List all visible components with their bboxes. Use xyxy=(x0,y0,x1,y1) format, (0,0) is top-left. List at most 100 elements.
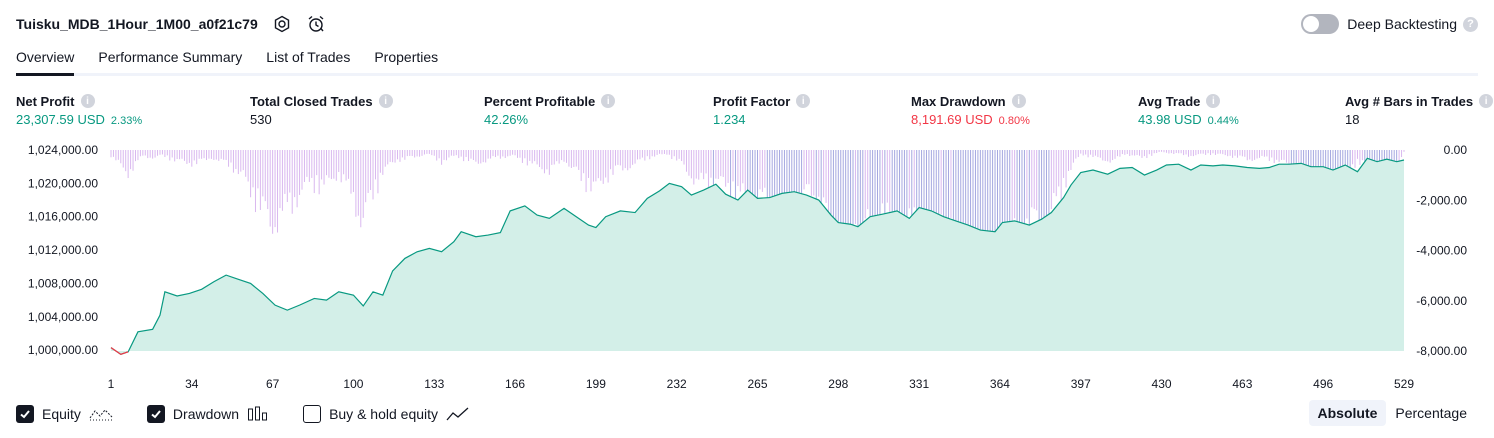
percentage-button[interactable]: Percentage xyxy=(1395,405,1467,421)
drawdown-bar xyxy=(884,150,886,224)
drawdown-bar xyxy=(110,150,112,158)
drawdown-bar xyxy=(411,150,413,156)
drawdown-bar xyxy=(796,150,798,207)
drawdown-bar xyxy=(171,150,173,158)
info-icon[interactable]: i xyxy=(80,94,95,108)
drawdown-bar xyxy=(450,150,452,156)
drawdown-bar xyxy=(1026,150,1028,219)
stat-percent: 2.33% xyxy=(110,115,143,127)
settings-gear-icon[interactable] xyxy=(272,14,292,34)
drawdown-bar xyxy=(996,150,998,286)
drawdown-bar xyxy=(747,150,749,197)
info-icon[interactable]: i xyxy=(796,94,811,108)
drawdown-bar xyxy=(568,150,570,167)
drawdown-bar xyxy=(281,150,283,211)
drawdown-bar xyxy=(546,150,548,170)
drawdown-bar xyxy=(1082,150,1084,156)
drawdown-bar xyxy=(820,150,822,217)
alarm-clock-icon[interactable] xyxy=(306,14,326,34)
drawdown-bar xyxy=(676,150,678,161)
tab-list-of-trades[interactable]: List of Trades xyxy=(266,49,351,65)
drawdown-bar xyxy=(394,150,396,163)
drawdown-bar xyxy=(1283,150,1285,160)
drawdown-bar xyxy=(1197,150,1199,155)
deep-backtesting-toggle[interactable] xyxy=(1301,14,1340,34)
equity-drawdown-chart[interactable]: 1,024,000.00 1,020,000.00 1,016,000.00 1,01… xyxy=(0,138,1494,398)
drawdown-bar xyxy=(881,150,883,204)
legend-equity[interactable]: Equity xyxy=(16,405,113,423)
drawdown-bar xyxy=(379,150,381,173)
drawdown-bar xyxy=(404,150,406,160)
drawdown-bar xyxy=(1232,150,1234,158)
drawdown-bar xyxy=(651,150,653,157)
info-icon[interactable]: i xyxy=(1011,94,1026,108)
x-axis-tick-label: 34 xyxy=(185,377,199,391)
deep-backtesting-label: Deep Backtesting xyxy=(1347,16,1457,32)
drawdown-bar xyxy=(218,150,220,161)
info-icon[interactable]: i xyxy=(378,94,393,108)
info-icon[interactable]: i xyxy=(1206,94,1221,108)
stat-label: Max Drawdown xyxy=(911,93,1006,109)
stat-label: Profit Factor xyxy=(713,93,791,109)
drawdown-bar xyxy=(183,150,185,161)
drawdown-bar xyxy=(301,150,303,190)
help-icon[interactable]: ? xyxy=(1463,16,1478,32)
info-icon[interactable]: i xyxy=(1479,94,1494,108)
drawdown-bar xyxy=(666,150,668,155)
drawdown-bar xyxy=(1273,150,1275,164)
drawdown-bar xyxy=(274,150,276,228)
drawdown-bar xyxy=(673,150,675,157)
drawdown-bar xyxy=(242,150,244,171)
drawdown-bar xyxy=(644,150,646,161)
drawdown-bar xyxy=(801,150,803,198)
absolute-button[interactable]: Absolute xyxy=(1308,400,1387,426)
drawdown-bar xyxy=(1354,150,1356,168)
info-icon[interactable]: i xyxy=(601,94,616,108)
checkbox-checked-icon[interactable] xyxy=(146,405,165,423)
drawdown-bar xyxy=(955,150,957,247)
tab-properties[interactable]: Properties xyxy=(374,49,439,65)
checkbox-checked-icon[interactable] xyxy=(16,405,34,423)
drawdown-bar xyxy=(286,150,288,203)
drawdown-bar xyxy=(152,150,154,159)
drawdown-bar xyxy=(605,150,607,178)
drawdown-bar xyxy=(1143,150,1145,157)
drawdown-bar xyxy=(803,150,805,190)
drawdown-bar xyxy=(876,150,878,217)
drawdown-bar xyxy=(1285,150,1287,163)
drawdown-bar xyxy=(507,150,509,157)
drawdown-bar xyxy=(142,150,144,156)
drawdown-bar xyxy=(330,150,332,180)
drawdown-bar xyxy=(575,150,577,167)
drawdown-bar xyxy=(1371,150,1373,168)
drawdown-bar xyxy=(1347,150,1349,167)
drawdown-bar xyxy=(122,150,124,168)
drawdown-bar xyxy=(1180,150,1182,154)
drawdown-bar xyxy=(972,150,974,231)
drawdown-bar xyxy=(1055,150,1057,197)
stat-label: Avg Trade xyxy=(1138,93,1201,109)
drawdown-bar xyxy=(1210,150,1212,156)
drawdown-bar xyxy=(908,150,910,209)
stat-label: Total Closed Trades xyxy=(250,93,373,109)
drawdown-bar xyxy=(132,150,134,171)
drawdown-bar xyxy=(1320,150,1322,182)
drawdown-bar xyxy=(592,150,594,182)
drawdown-bar xyxy=(514,150,516,156)
tab-performance-summary[interactable]: Performance Summary xyxy=(98,49,243,65)
drawdown-bar xyxy=(1383,150,1385,169)
drawdown-bar xyxy=(340,150,342,183)
drawdown-bar xyxy=(556,150,558,162)
drawdown-bar xyxy=(289,150,291,193)
drawdown-bar xyxy=(524,150,526,159)
drawdown-bar xyxy=(1129,150,1131,156)
checkbox-unchecked-icon[interactable] xyxy=(303,405,322,423)
drawdown-bar xyxy=(230,150,232,163)
legend-drawdown[interactable]: Drawdown xyxy=(146,405,269,423)
drawdown-bar xyxy=(1185,150,1187,155)
drawdown-bar xyxy=(149,150,151,158)
drawdown-bar xyxy=(563,150,565,162)
drawdown-bar xyxy=(348,150,350,179)
legend-buy-hold-equity[interactable]: Buy & hold equity xyxy=(303,405,470,423)
tab-overview[interactable]: Overview xyxy=(16,44,75,76)
